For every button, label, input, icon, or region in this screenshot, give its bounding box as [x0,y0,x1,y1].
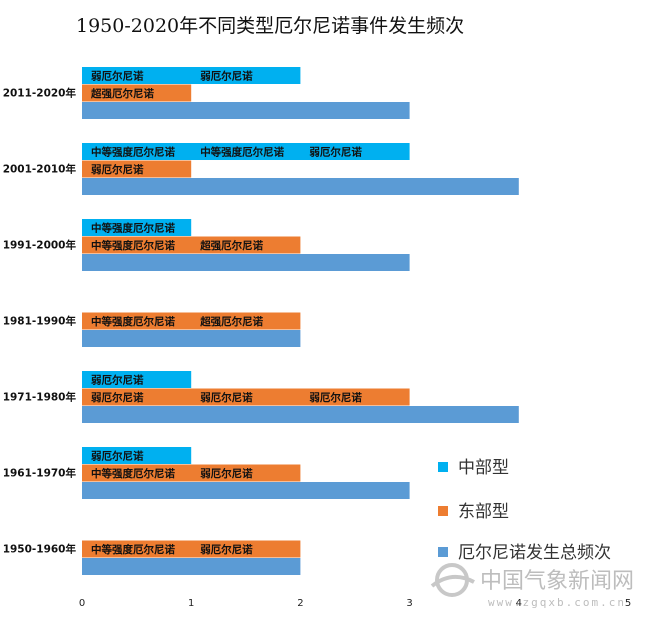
segment-label: 弱厄尔尼诺 [200,543,253,556]
segment-label: 超强厄尔尼诺 [199,315,263,328]
category-labels: 2011-2020年 2001-2010年 1991-2000年 1981-1990年… [3,87,77,556]
bar-3-5 [82,406,519,423]
chart-title: 1950-2020年不同类型厄尔尼诺事件发生频次 [76,15,464,37]
x-tick-label: 3 [406,598,412,609]
bar-2-7 [82,540,301,558]
x-tick-label: 2 [297,598,303,609]
bar-3-1 [82,102,410,119]
segment-label: 超强厄尔尼诺 [199,239,263,252]
category-label: 2001-2010年 [3,163,77,176]
x-axis-ticks: 0 1 2 3 4 5 [79,598,631,609]
bar-2-4 [82,312,301,330]
x-tick-label: 4 [516,598,522,609]
category-label: 1981-1990年 [3,315,77,328]
bar-2-2 [82,160,192,178]
legend-label-2: 东部型 [458,502,509,522]
bar-3-7 [82,558,301,575]
bar-2-5 [82,388,410,406]
segment-label: 弱厄尔尼诺 [200,391,253,404]
segment-label: 弱厄尔尼诺 [309,391,362,404]
bar-2-3 [82,236,301,254]
bars [82,67,519,575]
watermark-url: www.zgqxb.com.cn [488,596,626,609]
legend-label-3: 厄尔尼诺发生总频次 [458,543,611,563]
segment-label: 中等强度厄尔尼诺 [91,146,175,159]
x-tick-label: 5 [625,598,631,609]
legend-label-1: 中部型 [458,458,509,478]
watermark-text: 中国气象新闻网 [480,569,634,594]
bar-1-2 [82,143,410,160]
bar-3-2 [82,178,519,195]
category-label: 2011-2020年 [3,87,77,100]
category-label: 1971-1980年 [3,391,77,404]
bar-1-1 [82,67,301,84]
segment-label: 弱厄尔尼诺 [91,391,144,404]
segment-label: 中等强度厄尔尼诺 [91,239,175,252]
bar-1-3 [82,219,192,236]
segment-label: 弱厄尔尼诺 [200,467,253,480]
segment-label: 中等强度厄尔尼诺 [200,146,284,159]
segment-label: 中等强度厄尔尼诺 [91,222,175,235]
segment-label: 弱厄尔尼诺 [91,374,144,387]
watermark-logo-icon [430,563,475,597]
x-tick-label: 0 [79,598,85,609]
bar-3-4 [82,330,301,347]
bar-1-6 [82,447,192,464]
segment-label: 中等强度厄尔尼诺 [91,543,175,556]
segment-label: 弱厄尔尼诺 [91,450,144,463]
category-label: 1950-1960年 [3,543,77,556]
bar-3-3 [82,254,410,271]
category-label: 1991-2000年 [3,239,77,252]
x-tick-label: 1 [188,598,194,609]
legend-swatch-1 [438,462,448,472]
segment-label: 中等强度厄尔尼诺 [91,467,175,480]
segment-label: 弱厄尔尼诺 [200,70,253,83]
watermark: 中国气象新闻网 www.zgqxb.com.cn [430,563,634,609]
segment-label: 弱厄尔尼诺 [91,70,144,83]
segment-label: 中等强度厄尔尼诺 [91,315,175,328]
bar-3-6 [82,482,410,499]
bar-1-5 [82,371,192,388]
bar-2-6 [82,464,301,482]
bar-2-1 [82,84,192,102]
segment-label: 弱厄尔尼诺 [91,163,144,176]
segment-label: 超强厄尔尼诺 [90,87,154,100]
legend-swatch-2 [438,506,448,516]
legend-swatch-3 [438,547,448,557]
category-label: 1961-1970年 [3,467,77,480]
segment-label: 弱厄尔尼诺 [309,146,362,159]
